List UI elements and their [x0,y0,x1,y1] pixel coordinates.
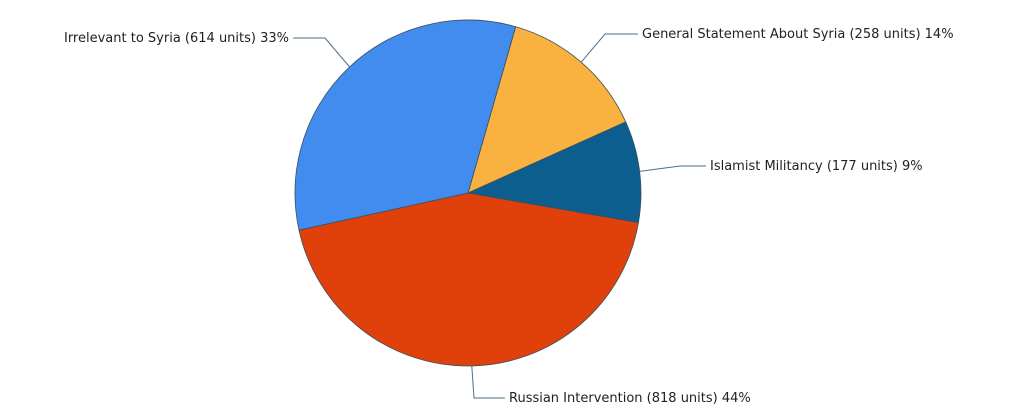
leader-line [639,165,706,172]
leader-line [293,37,350,68]
slice-name: General Statement About Syria [642,27,845,42]
pie-slice [466,121,642,224]
slice-name: Islamist Militancy [710,159,823,174]
slice-name: Irrelevant to Syria [64,31,181,46]
slice-name: Russian Intervention [509,391,643,406]
leader-line [471,365,505,399]
slice-value-label: (258 units) 14% [849,27,953,42]
pie-slice [294,19,517,231]
slice-value-label: (177 units) 9% [827,159,923,174]
slice-value-label: (818 units) 44% [647,391,751,406]
slice-value-label: (614 units) 33% [185,31,289,46]
slice-label: Russian Intervention (818 units) 44% [509,391,751,406]
slice-label: General Statement About Syria (258 units… [642,27,954,42]
pie-slice [298,192,639,367]
slice-label: Irrelevant to Syria (614 units) 33% [64,31,289,46]
leader-line [580,33,638,63]
slice-label: Islamist Militancy (177 units) 9% [710,159,923,174]
